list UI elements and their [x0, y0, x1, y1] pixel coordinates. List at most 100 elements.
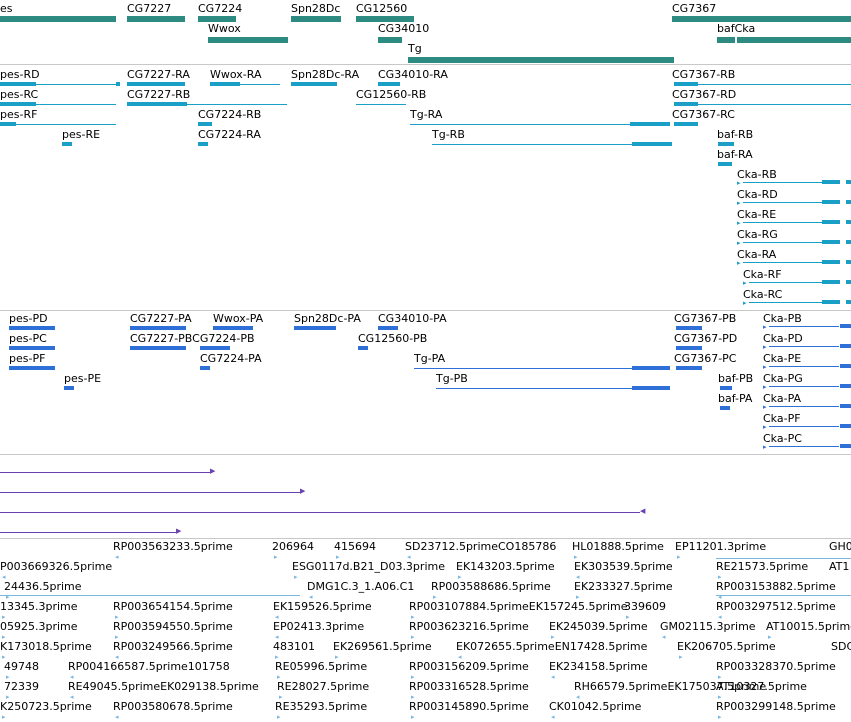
- feature-bar[interactable]: [840, 384, 851, 388]
- protein-label[interactable]: pes-PD: [9, 312, 48, 325]
- feature-bar[interactable]: [291, 82, 337, 86]
- feature-bar[interactable]: [720, 406, 730, 410]
- protein-label[interactable]: CG7227-PA: [130, 312, 192, 325]
- feature-bar[interactable]: [62, 142, 72, 146]
- feature-bar[interactable]: [130, 326, 186, 330]
- gene-bar-CG7367[interactable]: [672, 16, 851, 22]
- feature-bar[interactable]: [674, 102, 698, 106]
- est-label[interactable]: AT10327.5prime: [716, 680, 807, 693]
- feature-bar[interactable]: [840, 344, 851, 348]
- transcript-label[interactable]: Cka-RB: [737, 168, 777, 181]
- est-label[interactable]: 72339: [4, 680, 39, 693]
- gene-bar-baf[interactable]: [717, 37, 735, 43]
- feature-bar[interactable]: [64, 386, 74, 390]
- transcript-label[interactable]: CG7367-RB: [672, 68, 736, 81]
- feature-bar[interactable]: [0, 102, 36, 106]
- feature-bar[interactable]: [840, 424, 851, 428]
- feature-bar[interactable]: [632, 386, 670, 390]
- protein-label[interactable]: Cka-PG: [763, 372, 803, 385]
- est-label[interactable]: 206964: [272, 540, 314, 553]
- est-label[interactable]: RP003563233.5prime: [113, 540, 233, 553]
- feature-bar[interactable]: [846, 280, 851, 284]
- feature-bar[interactable]: [822, 260, 840, 264]
- protein-label[interactable]: Wwox-PA: [213, 312, 264, 325]
- transcript-label[interactable]: CG7224-RA: [198, 128, 261, 141]
- est-label[interactable]: EK303539.5prime: [574, 560, 673, 573]
- gene-label[interactable]: CG7367: [672, 2, 717, 15]
- transcript-label[interactable]: baf-RA: [717, 148, 753, 161]
- est-label[interactable]: 483101: [273, 640, 315, 653]
- protein-label[interactable]: baf-PB: [718, 372, 754, 385]
- est-label[interactable]: RP003594550.5prime: [113, 620, 233, 633]
- est-label[interactable]: EK234158.5prime: [549, 660, 648, 673]
- feature-bar[interactable]: [676, 366, 702, 370]
- est-label[interactable]: GH0: [829, 540, 851, 553]
- feature-bar[interactable]: [720, 386, 732, 390]
- est-label[interactable]: EK072655.5primeEN17428.5prime: [456, 640, 648, 653]
- est-label[interactable]: RP003249566.5prime: [113, 640, 233, 653]
- transcript-label[interactable]: Tg-RB: [432, 128, 465, 141]
- est-label[interactable]: SDC: [831, 640, 851, 653]
- est-label[interactable]: EP11201.3prime: [675, 540, 767, 553]
- protein-label[interactable]: pes-PE: [64, 372, 102, 385]
- est-label[interactable]: K250723.5prime: [0, 700, 92, 713]
- feature-bar[interactable]: [676, 346, 702, 350]
- transcript-label[interactable]: CG34010-RA: [378, 68, 448, 81]
- transcript-label[interactable]: Cka-RA: [737, 248, 777, 261]
- feature-bar[interactable]: [9, 346, 55, 350]
- feature-bar[interactable]: [846, 180, 851, 184]
- protein-label[interactable]: pes-PF: [9, 352, 46, 365]
- est-label[interactable]: RP003328370.5prime: [716, 660, 836, 673]
- est-label[interactable]: CK01042.5prime: [549, 700, 642, 713]
- feature-bar[interactable]: [213, 326, 253, 330]
- est-label[interactable]: RE49045.5primeEK029138.5prime: [68, 680, 259, 693]
- protein-label[interactable]: Cka-PF: [763, 412, 801, 425]
- feature-bar[interactable]: [846, 260, 851, 264]
- protein-label[interactable]: Cka-PE: [763, 352, 802, 365]
- est-label[interactable]: AT10015.5prime: [766, 620, 851, 633]
- est-label[interactable]: RP003297512.5prime: [716, 600, 836, 613]
- est-label[interactable]: RP003107884.5primeEK157245.5prime: [409, 600, 628, 613]
- protein-label[interactable]: Cka-PC: [763, 432, 802, 445]
- protein-label[interactable]: CG34010-PA: [378, 312, 447, 325]
- est-label[interactable]: EK269561.5prime: [333, 640, 432, 653]
- gene-label[interactable]: Wwox: [208, 22, 241, 35]
- feature-bar[interactable]: [9, 326, 55, 330]
- feature-bar[interactable]: [822, 180, 840, 184]
- feature-bar[interactable]: [840, 324, 851, 328]
- est-label[interactable]: K173018.5prime: [0, 640, 92, 653]
- protein-label[interactable]: Spn28Dc-PA: [294, 312, 361, 325]
- gene-bar-CG12560[interactable]: [356, 16, 414, 22]
- transcript-label[interactable]: CG7224-RB: [198, 108, 262, 121]
- est-label[interactable]: RP003588686.5prime: [431, 580, 551, 593]
- est-label[interactable]: RE21573.5prime: [716, 560, 809, 573]
- gene-bar-CG7227[interactable]: [127, 16, 185, 22]
- gene-bar-es[interactable]: [0, 16, 116, 22]
- est-label[interactable]: P003669326.5prime: [0, 560, 113, 573]
- est-label[interactable]: 13345.3prime: [0, 600, 78, 613]
- feature-bar[interactable]: [674, 82, 698, 86]
- feature-bar[interactable]: [200, 366, 210, 370]
- feature-bar[interactable]: [718, 142, 734, 146]
- transcript-label[interactable]: CG12560-RB: [356, 88, 427, 101]
- feature-bar[interactable]: [0, 82, 36, 86]
- est-label[interactable]: 415694: [334, 540, 376, 553]
- est-label[interactable]: 05925.3prime: [0, 620, 78, 633]
- transcript-label[interactable]: Spn28Dc-RA: [291, 68, 360, 81]
- est-label[interactable]: EK233327.5prime: [574, 580, 673, 593]
- transcript-label[interactable]: Cka-RD: [737, 188, 778, 201]
- transcript-label[interactable]: pes-RF: [0, 108, 38, 121]
- feature-bar[interactable]: [674, 122, 698, 126]
- feature-bar[interactable]: [840, 404, 851, 408]
- feature-bar[interactable]: [198, 122, 212, 126]
- transcript-label[interactable]: CG7367-RC: [672, 108, 735, 121]
- transcript-label[interactable]: Cka-RC: [743, 288, 783, 301]
- gene-label[interactable]: CG7224: [198, 2, 243, 15]
- feature-bar[interactable]: [630, 122, 670, 126]
- protein-label[interactable]: CG7367-PB: [674, 312, 737, 325]
- gene-label[interactable]: bafCka: [717, 22, 756, 35]
- est-label[interactable]: EP02413.3prime: [273, 620, 365, 633]
- protein-label[interactable]: CG12560-PB: [358, 332, 428, 345]
- protein-label[interactable]: Tg-PB: [436, 372, 468, 385]
- feature-bar[interactable]: [846, 300, 851, 304]
